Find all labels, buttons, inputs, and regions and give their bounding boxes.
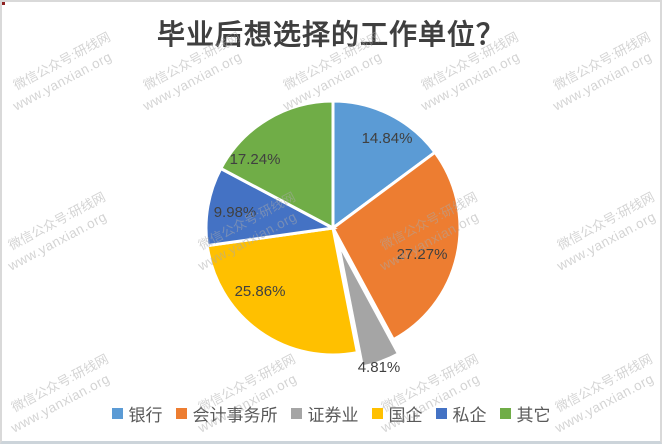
pie-slice-1 [331,99,438,231]
legend-swatch-icon [111,408,123,419]
legend-item-2: 会计事务所 [175,401,278,426]
legend-label: 会计事务所 [192,406,278,425]
corner-mark [2,2,5,5]
legend-item-3: 证券业 [290,401,359,426]
pie-slice-4 [205,226,360,357]
legend-item-6: 其它 [499,401,551,426]
legend-item-1: 银行 [111,401,163,426]
legend-label: 证券业 [307,406,359,425]
pie-slice-6 [218,99,335,231]
pie-slice-3 [336,241,401,369]
legend-swatch-icon [290,408,302,419]
legend-swatch-icon [371,408,383,419]
legend-item-4: 国企 [371,401,423,426]
legend: 银行 会计事务所 证券业 国企 私企 其它 [2,401,660,426]
pie-slice-2 [331,150,462,342]
legend-item-5: 私企 [435,401,487,426]
chart-title: 毕业后想选择的工作单位？ [156,20,505,51]
legend-swatch-icon [435,408,447,419]
legend-label: 银行 [128,406,163,425]
legend-swatch-icon [499,408,511,419]
pie-slice-5 [204,166,338,248]
legend-swatch-icon [175,408,187,419]
legend-label: 私企 [452,406,487,425]
legend-label: 其它 [516,406,551,425]
legend-label: 国企 [388,406,423,425]
